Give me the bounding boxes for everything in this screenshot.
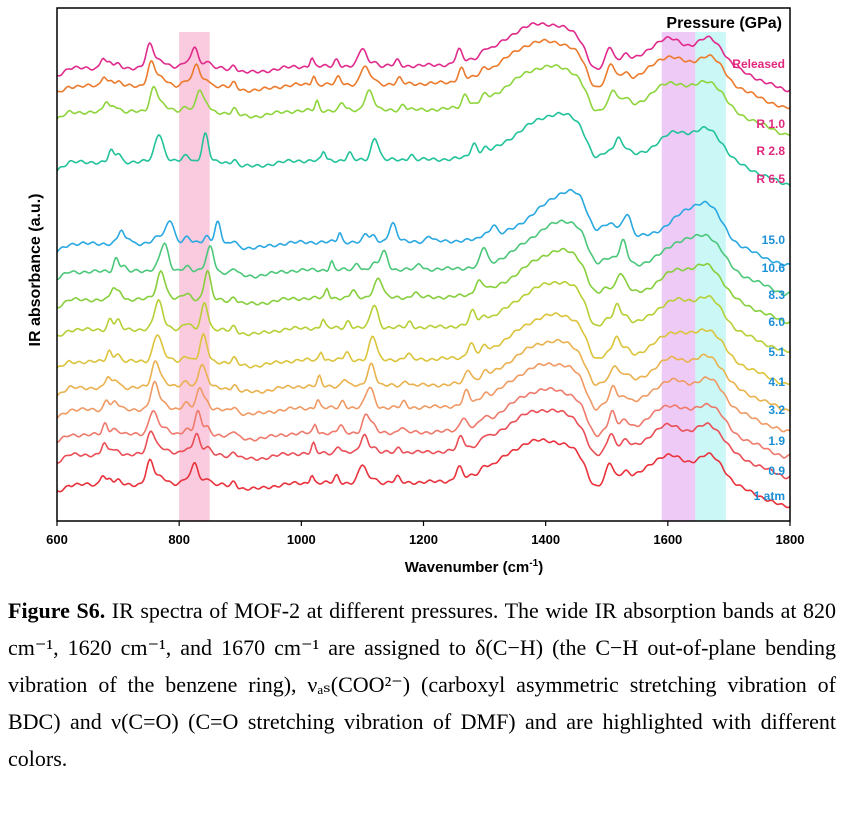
highlight-band-1: [661, 32, 696, 521]
series-line-1-atm: [56, 438, 791, 509]
series-label: 15.0: [762, 233, 786, 247]
series-label: Released: [732, 57, 785, 71]
series-line-0.9: [57, 408, 791, 480]
series-label: 5.1: [768, 345, 785, 359]
highlight-bands: [179, 32, 726, 521]
series-line-4.1: [56, 338, 791, 412]
series-label: 1.9: [768, 434, 785, 448]
legend-title: Pressure (GPa): [666, 15, 782, 32]
x-axis-ticks: 600 800 1000 1200 1400 1600 1800: [46, 521, 804, 547]
x-tick-label: 800: [168, 532, 190, 547]
x-tick-label: 1600: [653, 532, 682, 547]
series-line-r-2.8: [56, 64, 791, 136]
x-tick-label: 1800: [776, 532, 805, 547]
series-line-1.9: [56, 386, 790, 459]
series-line-r-1.0: [56, 38, 791, 110]
series-line-10.6: [56, 219, 791, 297]
x-axis-label-sup: -1: [529, 558, 538, 569]
caption-label: Figure S6.: [8, 598, 106, 623]
series-line-3.2: [56, 362, 791, 433]
series-labels: 1 atm 0.9 1.9 3.2 4.1 5.1 6.0 8.3 10.6 15.0 R 6.5 R…: [732, 57, 785, 503]
spectra-curves: [56, 22, 791, 509]
x-tick-label: 1400: [531, 532, 560, 547]
x-axis-label-end: ): [538, 559, 543, 576]
series-label: R 1.0: [756, 117, 785, 131]
series-label: 8.3: [768, 288, 785, 302]
series-line-r-6.5: [56, 111, 791, 187]
figure-caption: Figure S6. IR spectra of MOF-2 at differ…: [8, 592, 836, 777]
series-line-8.3: [56, 247, 791, 325]
series-line-released: [56, 22, 791, 93]
ir-spectra-chart: 600 800 1000 1200 1400 1600 1800 1 atm 0.9 1.9 3.…: [27, 7, 804, 576]
series-line-15.0: [56, 188, 791, 267]
series-label: 6.0: [768, 315, 785, 329]
series-label: 0.9: [768, 464, 785, 478]
series-label: R 6.5: [756, 172, 785, 186]
y-axis-label: IR absorbance (a.u.): [27, 194, 44, 347]
series-line-5.1: [56, 312, 790, 386]
series-label: 10.6: [762, 261, 786, 275]
caption-text: IR spectra of MOF-2 at different pressur…: [8, 598, 837, 771]
series-label: R 2.8: [756, 144, 785, 158]
x-axis-label: Wavenumber (cm-1): [405, 558, 543, 576]
highlight-band-2: [695, 32, 726, 521]
series-label: 1 atm: [754, 489, 785, 503]
series-label: 4.1: [768, 375, 785, 389]
x-tick-label: 1000: [287, 532, 316, 547]
x-axis-label-main: Wavenumber (cm: [405, 559, 529, 576]
series-line-6.0: [56, 280, 791, 354]
x-tick-label: 1200: [409, 532, 438, 547]
series-label: 3.2: [768, 403, 785, 417]
x-tick-label: 600: [46, 532, 68, 547]
